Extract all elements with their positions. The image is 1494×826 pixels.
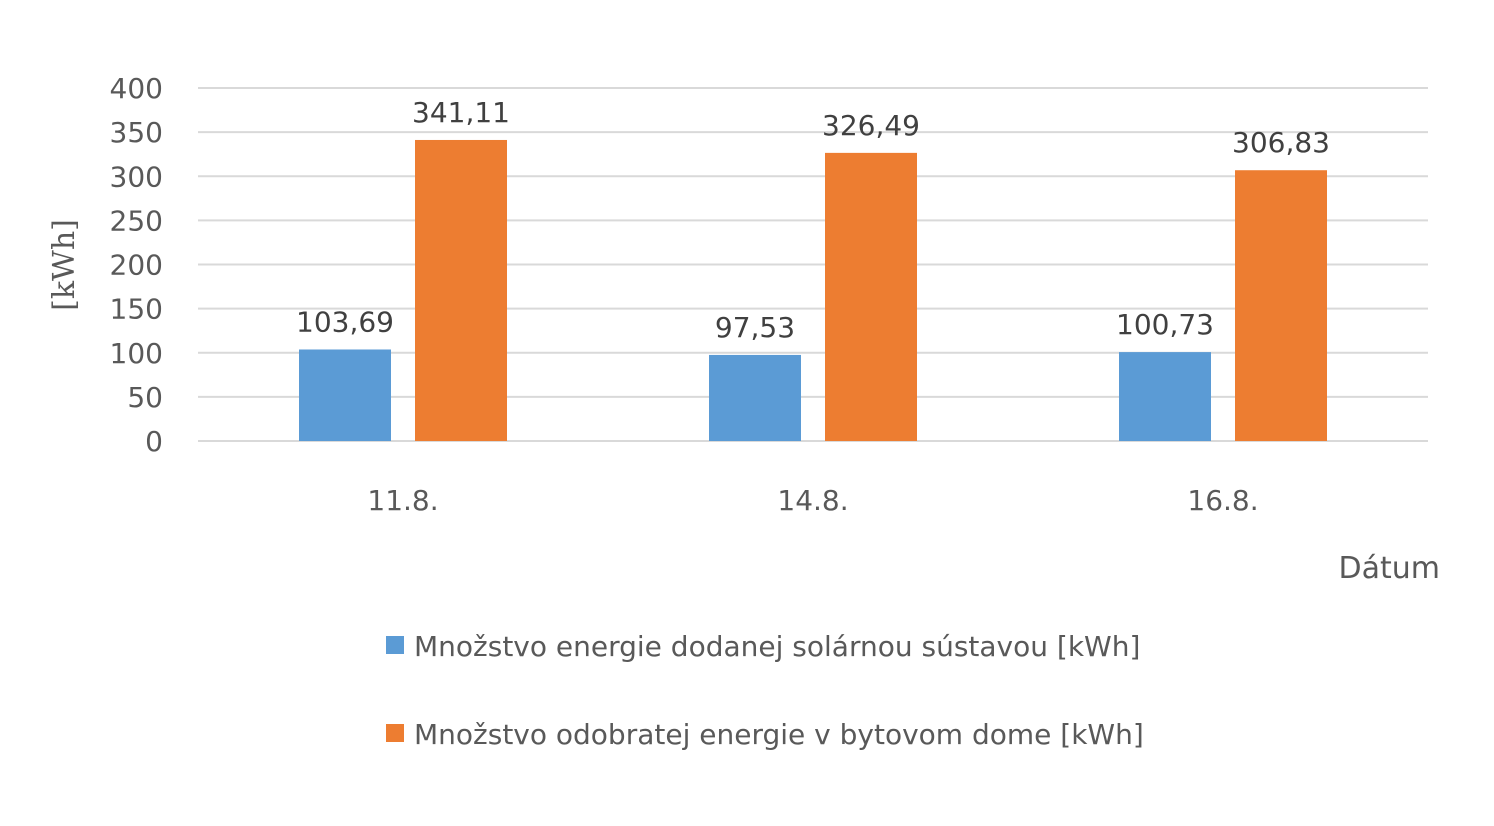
data-label: 326,49	[822, 109, 920, 142]
y-tick-label: 200	[110, 249, 163, 282]
x-tick-label: 16.8.	[1187, 484, 1258, 517]
data-label: 100,73	[1116, 308, 1214, 341]
y-tick-label: 0	[145, 425, 163, 458]
y-tick-label: 300	[110, 160, 163, 193]
x-tick-label: 14.8.	[777, 484, 848, 517]
y-tick-label: 150	[110, 293, 163, 326]
bar	[299, 349, 391, 441]
y-tick-label: 100	[110, 337, 163, 370]
bars: 103,69 341,11 97,53 326,49 100,73 306,83	[296, 96, 1330, 442]
x-tick-label: 11.8.	[367, 484, 438, 517]
x-axis-label: Dátum	[1339, 551, 1440, 586]
gridlines	[198, 87, 1428, 442]
bar	[1119, 352, 1211, 441]
y-tick-label: 50	[127, 381, 163, 414]
y-axis-label: [kWh]	[47, 219, 82, 311]
y-tick-labels: 0 50 100 150 200 250 300 350 400	[110, 72, 163, 458]
legend-swatch	[386, 636, 404, 654]
y-tick-label: 350	[110, 116, 163, 149]
bar	[825, 152, 917, 442]
data-label: 341,11	[412, 96, 510, 129]
y-tick-label: 400	[110, 72, 163, 105]
bar	[1235, 170, 1327, 441]
bar	[415, 139, 507, 441]
legend: Množstvo energie dodanej solárnou sústav…	[386, 630, 1144, 751]
x-tick-labels: 11.8. 14.8. 16.8.	[367, 484, 1258, 517]
y-tick-label: 250	[110, 204, 163, 237]
legend-swatch	[386, 724, 404, 742]
legend-label: Množstvo energie dodanej solárnou sústav…	[414, 630, 1140, 663]
data-label: 97,53	[715, 311, 795, 344]
legend-label: Množstvo odobratej energie v bytovom dom…	[414, 718, 1144, 751]
data-label: 306,83	[1232, 126, 1330, 159]
bar	[709, 354, 801, 441]
data-label: 103,69	[296, 305, 394, 338]
